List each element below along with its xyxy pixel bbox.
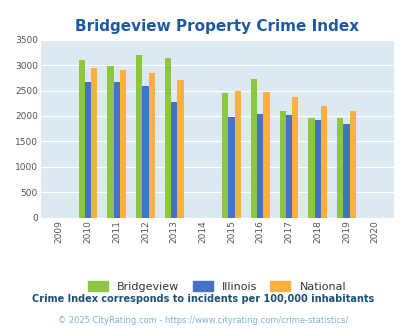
Bar <box>314 119 320 218</box>
Bar <box>222 92 228 218</box>
Bar <box>285 115 292 218</box>
Bar <box>307 118 314 218</box>
Bar <box>107 66 113 218</box>
Bar <box>113 82 119 218</box>
Bar <box>142 86 148 218</box>
Text: © 2025 CityRating.com - https://www.cityrating.com/crime-statistics/: © 2025 CityRating.com - https://www.city… <box>58 315 347 325</box>
Bar <box>349 111 355 218</box>
Bar <box>250 79 256 218</box>
Bar <box>292 97 298 218</box>
Bar <box>171 102 177 218</box>
Title: Bridgeview Property Crime Index: Bridgeview Property Crime Index <box>75 19 358 34</box>
Bar <box>343 124 349 218</box>
Text: Crime Index corresponds to incidents per 100,000 inhabitants: Crime Index corresponds to incidents per… <box>32 294 373 304</box>
Bar <box>148 73 155 218</box>
Bar <box>91 68 97 218</box>
Bar <box>320 106 326 218</box>
Bar <box>164 58 171 218</box>
Bar <box>336 118 343 218</box>
Bar <box>78 60 85 218</box>
Bar <box>263 91 269 218</box>
Bar <box>119 70 126 218</box>
Bar <box>136 55 142 218</box>
Bar <box>228 117 234 218</box>
Bar <box>177 80 183 218</box>
Bar <box>256 114 263 218</box>
Legend: Bridgeview, Illinois, National: Bridgeview, Illinois, National <box>84 277 350 296</box>
Bar <box>234 91 241 218</box>
Bar <box>279 112 285 218</box>
Bar <box>85 82 91 218</box>
